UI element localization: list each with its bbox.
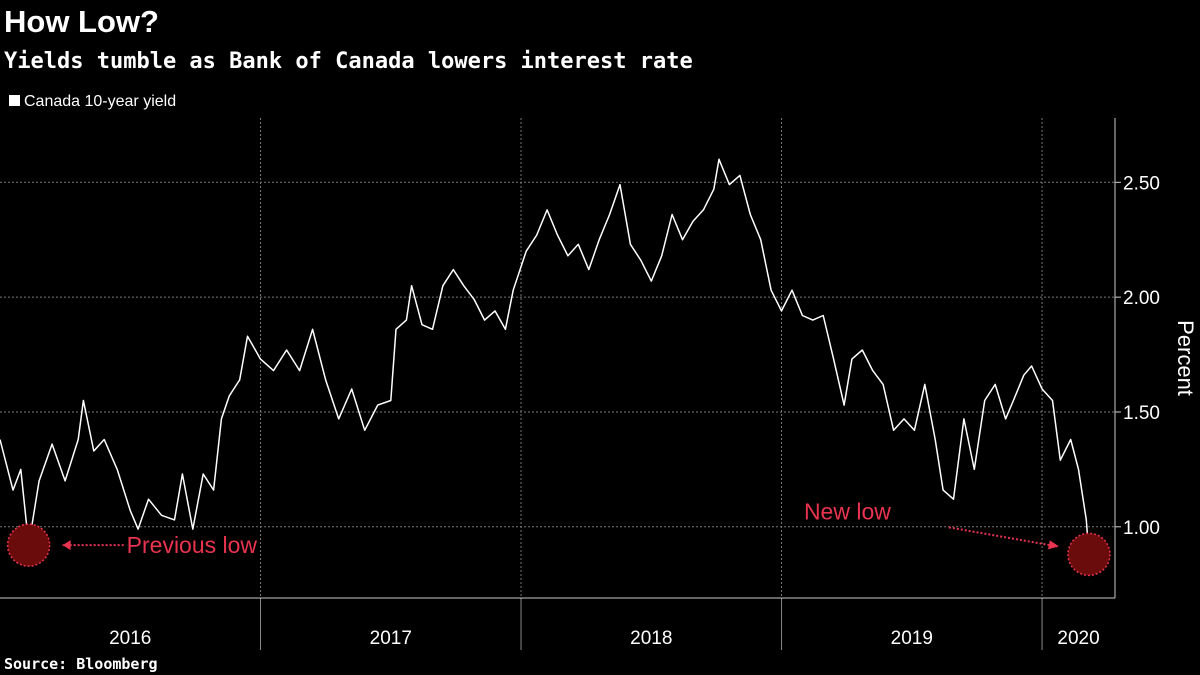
x-tick-label: 2019 xyxy=(891,628,933,649)
low-marker xyxy=(6,523,51,567)
legend-swatch xyxy=(9,95,20,106)
arrow-head xyxy=(62,540,71,551)
annotation: New low xyxy=(804,498,891,524)
low-marker xyxy=(1067,532,1111,577)
legend-label: Canada 10-year yield xyxy=(24,93,176,110)
annotation: Previous low xyxy=(127,532,258,558)
x-tick-label: 2020 xyxy=(1057,628,1099,649)
chart-subtitle: Yields tumble as Bank of Canada lowers i… xyxy=(4,49,693,74)
x-tick-label: 2017 xyxy=(370,628,412,649)
y-tick-label: 1.50 xyxy=(1123,403,1160,424)
annotation-arrow xyxy=(948,526,1058,548)
x-tick-label: 2018 xyxy=(630,628,672,649)
y-tick-label: 2.50 xyxy=(1123,173,1160,194)
arrow-head xyxy=(1047,540,1059,550)
y-tick-label: 2.00 xyxy=(1123,288,1160,309)
chart-title: How Low? xyxy=(4,4,159,39)
x-tick-label: 2016 xyxy=(109,628,151,649)
source: Source: Bloomberg xyxy=(4,655,158,673)
y-tick-label: 1.00 xyxy=(1123,518,1160,539)
yield-line xyxy=(0,158,1090,555)
y-axis-label: Percent xyxy=(1173,320,1198,396)
